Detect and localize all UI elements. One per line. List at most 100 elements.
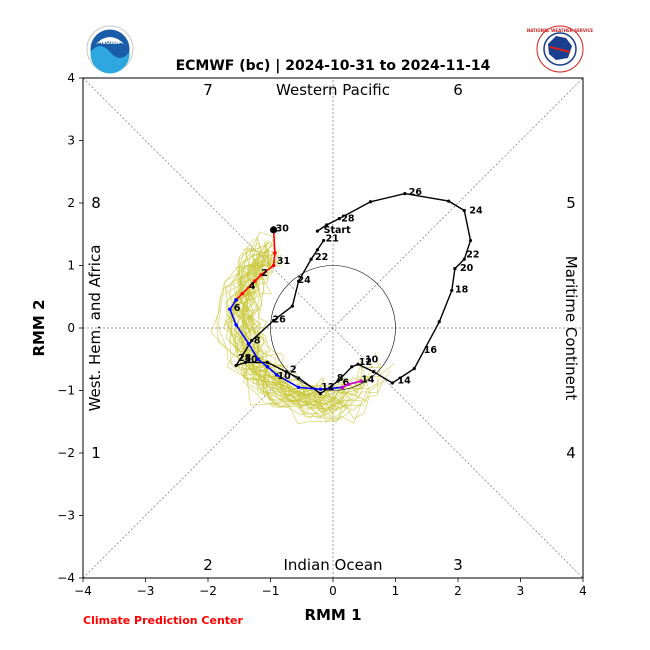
y-tick-label: 4 <box>67 71 75 85</box>
y-tick-label: 3 <box>67 134 75 148</box>
observed-day-label: 12 <box>359 357 372 368</box>
ensemble-member-line <box>246 254 350 403</box>
y-tick-label: −1 <box>57 384 75 398</box>
forecast-start-marker <box>270 226 278 234</box>
forecast-day-label: 10 <box>278 371 292 382</box>
y-tick-label: 0 <box>67 321 75 335</box>
ensemble-member-line <box>229 255 338 419</box>
observed-track-point <box>315 229 319 233</box>
observed-track-point <box>450 288 454 293</box>
observed-track-point <box>403 192 407 196</box>
observed-day-label: 22 <box>466 249 479 260</box>
ensemble-member-line <box>224 260 335 413</box>
observed-day-label: 20 <box>460 263 474 274</box>
forecast-day-label: 2 <box>261 268 268 279</box>
x-axis-label: RMM 1 <box>304 606 361 624</box>
observed-day-label: 16 <box>424 345 438 356</box>
observed-track-point <box>337 217 341 221</box>
observed-track-point <box>318 392 323 396</box>
forecast-point <box>346 382 351 387</box>
forecast-point <box>259 273 263 277</box>
observed-day-label: 21 <box>326 234 339 245</box>
phase-number-label: 1 <box>91 444 101 462</box>
unit-circle <box>270 265 396 391</box>
observed-track-point <box>453 267 457 271</box>
observed-day-label: 6 <box>343 377 350 388</box>
ensemble-member-line <box>245 263 346 407</box>
noaa-logo-text: NOAA <box>100 39 120 46</box>
ensemble-member-line <box>216 242 372 420</box>
ensemble-member-line <box>229 259 381 412</box>
observed-track-point <box>322 238 326 243</box>
region-label-left: West. Hem. and Africa <box>86 245 104 412</box>
forecast-point <box>246 341 251 346</box>
observed-day-label: 8 <box>337 373 344 384</box>
forecast-point <box>359 379 363 383</box>
phase-number-label: 2 <box>203 556 213 574</box>
observed-track-point <box>325 223 329 227</box>
observed-track-point <box>368 200 373 204</box>
y-tick-label: −4 <box>57 571 75 585</box>
ensemble-member-line <box>248 243 319 392</box>
observed-day-label: 18 <box>455 284 469 295</box>
observed-track-point <box>315 248 319 252</box>
region-label-right: Maritime Continent <box>562 256 580 401</box>
noaa-logo-icon: NOAA <box>86 25 134 74</box>
forecast-day-label: 8 <box>254 336 261 347</box>
phase-number-label: 3 <box>453 556 463 574</box>
region-label-bottom: Indian Ocean <box>283 556 382 574</box>
x-tick-label: 1 <box>392 584 400 598</box>
forecast-point <box>296 385 301 390</box>
forecast-point <box>253 279 257 283</box>
chart-title: ECMWF (bc) | 2024-10-31 to 2024-11-14 <box>176 58 491 74</box>
observed-day-label: 30 <box>276 224 290 235</box>
forecast-day-label: 4 <box>249 281 256 292</box>
forecast-point <box>228 307 232 312</box>
observed-day-label: 26 <box>273 314 287 325</box>
observed-track-point <box>297 376 301 380</box>
observed-track-point <box>234 363 238 368</box>
forecast-point <box>234 298 238 302</box>
observed-day-label: 22 <box>315 252 328 263</box>
forecast-segment-line <box>229 299 343 391</box>
x-tick-label: −4 <box>74 584 92 598</box>
observed-day-label: 28 <box>341 214 355 225</box>
forecast-day-label: 14 <box>361 374 375 385</box>
ensemble-member-line <box>232 254 317 416</box>
y-axis-label: RMM 2 <box>30 299 48 356</box>
ensemble-member-line <box>226 250 369 408</box>
y-tick-label: −2 <box>57 446 75 460</box>
observed-track-point <box>309 257 313 261</box>
observed-day-label: 28 <box>238 353 252 364</box>
forecast-point <box>318 387 323 392</box>
x-tick-label: −1 <box>262 584 280 598</box>
observed-day-label: 2 <box>290 364 297 375</box>
forecast-day-label: 12 <box>321 382 334 393</box>
observed-track-point <box>250 338 254 343</box>
phase-number-label: 7 <box>203 81 213 99</box>
forecast-point <box>340 385 345 390</box>
ensemble-member-line <box>236 242 315 397</box>
phase-number-label: 5 <box>566 194 576 212</box>
observed-track-point <box>350 365 354 369</box>
forecast-point <box>271 263 276 268</box>
forecast-day-label: 6 <box>234 303 241 314</box>
forecast-point <box>256 357 260 362</box>
observed-track-point <box>462 257 466 261</box>
observed-day-label: 10 <box>365 354 379 365</box>
y-tick-label: 1 <box>67 259 75 273</box>
observed-track-point <box>412 367 416 371</box>
ensemble-member-line <box>223 261 378 409</box>
observed-day-label: 30 <box>244 354 258 365</box>
ensemble-member-line <box>210 255 363 425</box>
nws-logo-text: NATIONAL WEATHER SERVICE <box>527 28 594 33</box>
forecast-point <box>234 323 238 327</box>
observed-track-point <box>336 379 340 383</box>
start-label: Start <box>324 225 351 236</box>
phase-number-label: 8 <box>91 194 101 212</box>
observed-day-label: 24 <box>469 206 483 217</box>
observed-track-point <box>272 318 276 323</box>
observed-day-label: 14 <box>398 376 412 387</box>
observed-track-point <box>265 360 269 364</box>
